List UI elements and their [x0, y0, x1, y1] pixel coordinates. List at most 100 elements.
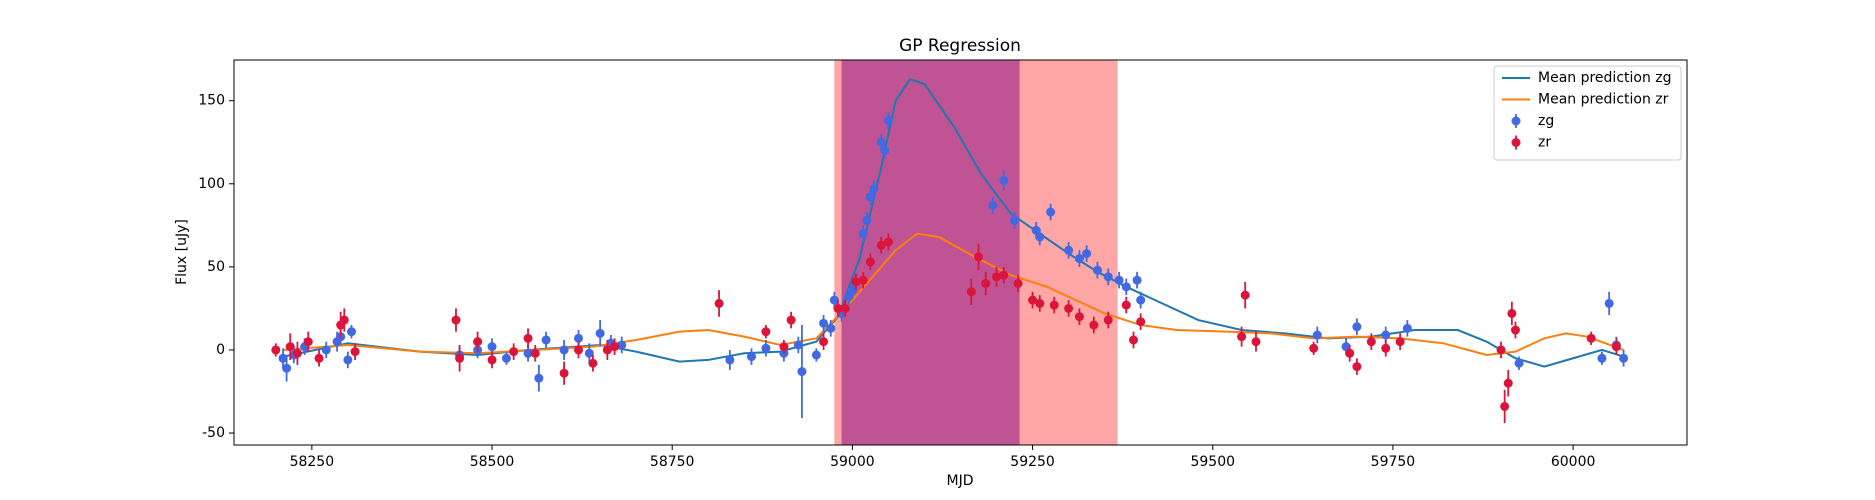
- data-point: [761, 327, 771, 337]
- data-point: [992, 272, 1002, 282]
- data-point: [1381, 343, 1391, 353]
- data-point: [1064, 245, 1074, 255]
- x-tick-label: 59250: [1010, 454, 1055, 470]
- data-point: [617, 340, 627, 350]
- data-point: [793, 340, 803, 350]
- x-tick-label: 59750: [1371, 454, 1416, 470]
- data-point: [786, 315, 796, 325]
- data-point: [1619, 353, 1629, 363]
- data-point: [339, 315, 349, 325]
- data-point: [865, 257, 875, 267]
- data-point: [844, 292, 854, 302]
- data-point: [1597, 353, 1607, 363]
- data-point: [584, 348, 594, 358]
- data-point: [1352, 322, 1362, 332]
- data-point: [588, 358, 598, 368]
- data-point: [350, 347, 360, 357]
- legend-label: Mean prediction zg: [1538, 70, 1672, 86]
- data-point: [847, 285, 857, 295]
- data-point: [595, 328, 605, 338]
- data-point: [1082, 249, 1092, 259]
- legend-label: zg: [1538, 113, 1554, 129]
- data-point: [602, 345, 612, 355]
- x-axis-label: MJD: [947, 473, 974, 489]
- data-point: [1046, 207, 1056, 217]
- data-point: [974, 252, 984, 262]
- data-point: [1500, 401, 1510, 411]
- data-point: [1352, 362, 1362, 372]
- data-point: [1366, 337, 1376, 347]
- data-point: [819, 318, 829, 328]
- data-point: [1496, 345, 1506, 355]
- data-point: [285, 342, 295, 352]
- data-point: [343, 355, 353, 365]
- data-point: [487, 342, 497, 352]
- data-point: [1586, 333, 1596, 343]
- data-point: [865, 192, 875, 202]
- data-point: [451, 315, 461, 325]
- data-point: [1121, 300, 1131, 310]
- data-point: [1074, 254, 1084, 264]
- data-point: [303, 337, 313, 347]
- data-point: [1604, 298, 1614, 308]
- data-point: [534, 373, 544, 383]
- data-point: [473, 337, 483, 347]
- x-tick-label: 59500: [1190, 454, 1235, 470]
- data-point: [883, 116, 893, 126]
- highlight-span: [841, 60, 1020, 445]
- data-point: [346, 327, 356, 337]
- x-tick-label: 58500: [470, 454, 515, 470]
- data-point: [1013, 278, 1023, 288]
- y-tick-label: 0: [216, 342, 225, 358]
- x-tick-label: 60000: [1551, 454, 1596, 470]
- data-point: [509, 347, 519, 357]
- data-point: [1035, 232, 1045, 242]
- data-point: [1103, 272, 1113, 282]
- legend-swatch: [1511, 138, 1521, 147]
- data-point: [1103, 315, 1113, 325]
- data-point: [1114, 275, 1124, 285]
- data-point: [1132, 275, 1142, 285]
- legend-swatch: [1511, 116, 1521, 126]
- data-point: [1240, 290, 1250, 300]
- data-point: [966, 287, 976, 297]
- data-point: [1136, 317, 1146, 327]
- data-point: [797, 367, 807, 377]
- data-point: [523, 348, 533, 358]
- data-point: [282, 363, 292, 373]
- chart-title: GP Regression: [899, 36, 1021, 56]
- data-point: [779, 342, 789, 352]
- plot-frame: [233, 59, 1688, 446]
- data-point: [746, 352, 756, 362]
- data-point: [1510, 325, 1520, 335]
- data-point: [1089, 320, 1099, 330]
- data-point: [1128, 335, 1138, 345]
- data-point: [826, 323, 836, 333]
- data-point: [1402, 323, 1412, 333]
- data-point: [1341, 342, 1351, 352]
- data-point: [1031, 225, 1041, 235]
- data-point: [819, 337, 829, 347]
- x-tick-label: 58250: [290, 454, 335, 470]
- data-point: [292, 348, 302, 358]
- data-point: [851, 277, 861, 287]
- data-point: [501, 353, 511, 363]
- data-point: [610, 342, 620, 352]
- data-point: [1611, 342, 1621, 352]
- data-point: [1312, 330, 1322, 340]
- data-point: [455, 353, 465, 363]
- data-point: [999, 175, 1009, 185]
- data-point: [1092, 265, 1102, 275]
- data-point: [559, 368, 569, 378]
- data-point: [1136, 295, 1146, 305]
- y-tick-label: 100: [198, 176, 225, 192]
- legend-box: [1493, 65, 1682, 161]
- legend-label: zr: [1538, 135, 1551, 151]
- data-point: [530, 348, 540, 358]
- data-point: [278, 353, 288, 363]
- data-point: [811, 350, 821, 360]
- data-point: [1345, 348, 1355, 358]
- y-tick-label: 50: [207, 259, 225, 275]
- data-point: [880, 146, 890, 156]
